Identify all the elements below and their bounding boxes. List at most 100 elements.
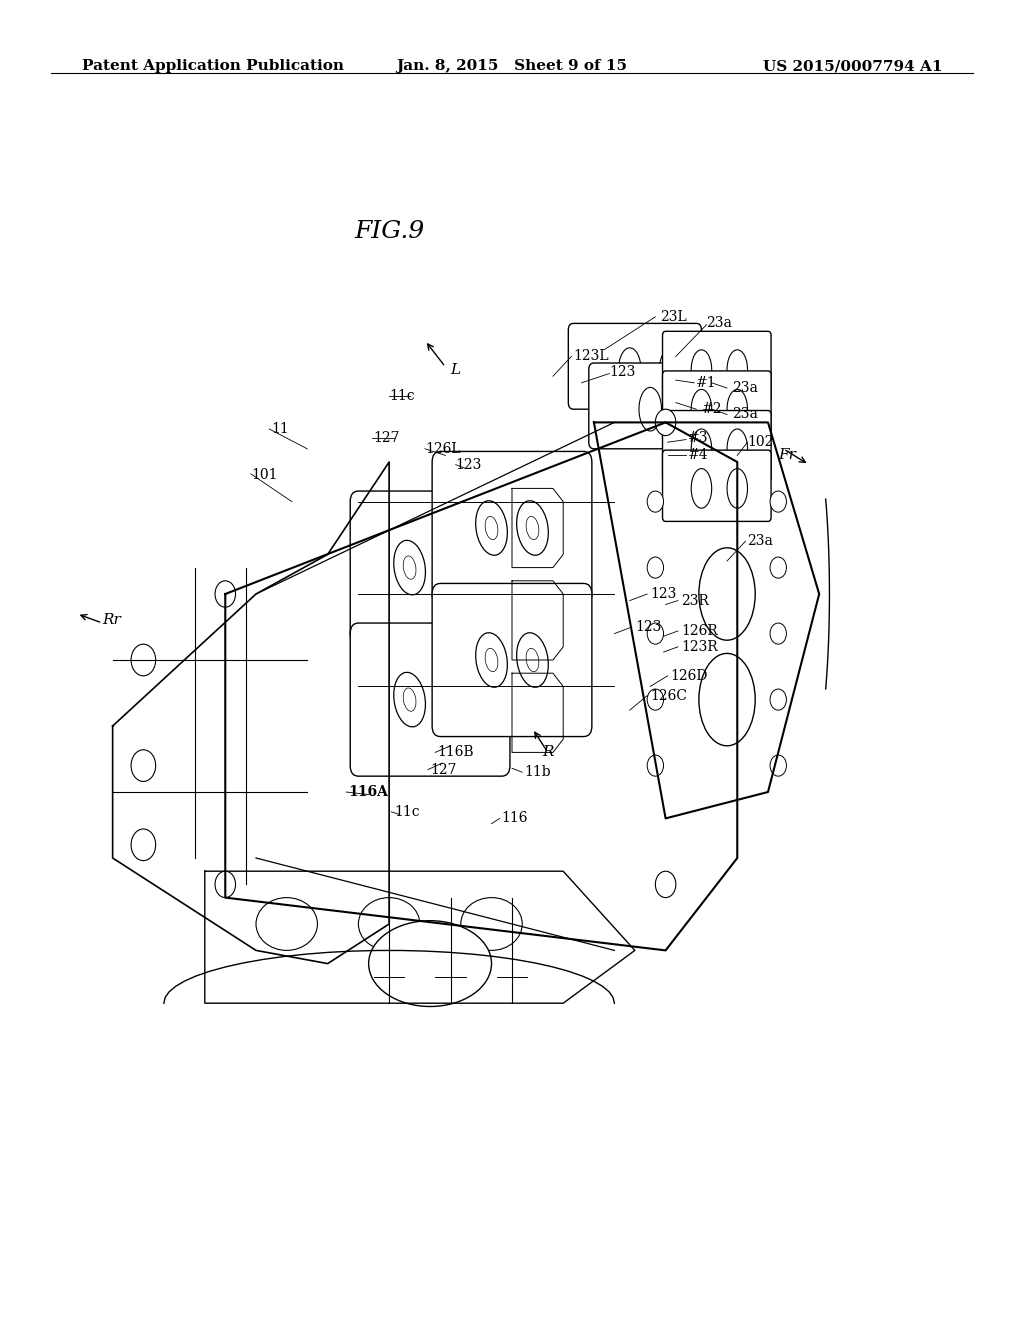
Ellipse shape	[639, 388, 662, 430]
Text: 101: 101	[251, 469, 278, 482]
Ellipse shape	[698, 653, 755, 746]
Circle shape	[647, 755, 664, 776]
Ellipse shape	[369, 921, 492, 1006]
Circle shape	[647, 623, 664, 644]
Text: 126C: 126C	[650, 689, 687, 702]
Text: 11c: 11c	[389, 389, 415, 403]
Text: 11c: 11c	[394, 805, 420, 818]
Circle shape	[131, 829, 156, 861]
Text: FIG.9: FIG.9	[354, 219, 424, 243]
Circle shape	[131, 644, 156, 676]
FancyBboxPatch shape	[663, 450, 771, 521]
Ellipse shape	[517, 632, 548, 688]
Text: 23a: 23a	[707, 317, 732, 330]
FancyBboxPatch shape	[432, 583, 592, 737]
Ellipse shape	[256, 898, 317, 950]
Text: 23a: 23a	[732, 408, 758, 421]
Ellipse shape	[444, 688, 457, 711]
FancyBboxPatch shape	[663, 371, 771, 442]
Circle shape	[770, 755, 786, 776]
FancyBboxPatch shape	[568, 323, 701, 409]
Text: #2: #2	[701, 403, 722, 416]
Text: 116: 116	[502, 812, 528, 825]
Text: Patent Application Publication: Patent Application Publication	[82, 59, 344, 74]
Circle shape	[655, 409, 676, 436]
Ellipse shape	[403, 688, 416, 711]
Ellipse shape	[476, 632, 507, 688]
Ellipse shape	[476, 500, 507, 556]
Text: L: L	[451, 363, 461, 376]
Ellipse shape	[358, 898, 420, 950]
Text: Fr: Fr	[778, 449, 796, 462]
Ellipse shape	[691, 389, 712, 429]
Text: 23R: 23R	[681, 594, 709, 607]
Ellipse shape	[698, 548, 755, 640]
FancyBboxPatch shape	[350, 491, 510, 644]
Ellipse shape	[691, 350, 712, 389]
Text: 123: 123	[456, 458, 482, 471]
FancyBboxPatch shape	[663, 411, 771, 482]
Ellipse shape	[444, 556, 457, 579]
Circle shape	[647, 689, 664, 710]
Ellipse shape	[394, 540, 425, 595]
Text: #1: #1	[696, 376, 717, 389]
FancyBboxPatch shape	[589, 363, 722, 449]
Ellipse shape	[461, 898, 522, 950]
Ellipse shape	[727, 389, 748, 429]
Text: 23L: 23L	[660, 310, 687, 323]
Ellipse shape	[394, 672, 425, 727]
Text: 11b: 11b	[524, 766, 551, 779]
Ellipse shape	[680, 388, 702, 430]
Text: 123: 123	[609, 366, 636, 379]
Ellipse shape	[691, 429, 712, 469]
Text: #3: #3	[688, 432, 709, 445]
Ellipse shape	[727, 350, 748, 389]
Text: 127: 127	[374, 432, 400, 445]
Ellipse shape	[403, 556, 416, 579]
Ellipse shape	[727, 429, 748, 469]
Text: R: R	[543, 746, 554, 759]
Ellipse shape	[691, 469, 712, 508]
Text: #4: #4	[688, 449, 709, 462]
Text: Jan. 8, 2015   Sheet 9 of 15: Jan. 8, 2015 Sheet 9 of 15	[396, 59, 628, 74]
Text: Rr: Rr	[102, 614, 121, 627]
Circle shape	[770, 491, 786, 512]
Ellipse shape	[517, 500, 548, 556]
Ellipse shape	[618, 348, 641, 391]
Circle shape	[770, 557, 786, 578]
Ellipse shape	[526, 516, 539, 540]
Ellipse shape	[485, 516, 498, 540]
Ellipse shape	[727, 469, 748, 508]
Circle shape	[131, 750, 156, 781]
Circle shape	[215, 871, 236, 898]
Text: 126L: 126L	[425, 442, 461, 455]
Text: 23a: 23a	[732, 381, 758, 395]
Text: 123L: 123L	[573, 350, 609, 363]
Text: 102: 102	[748, 436, 774, 449]
Ellipse shape	[435, 540, 466, 595]
Text: 123R: 123R	[681, 640, 718, 653]
Text: 127: 127	[430, 763, 457, 776]
Text: 116A: 116A	[348, 785, 388, 799]
Text: US 2015/0007794 A1: US 2015/0007794 A1	[763, 59, 942, 74]
Ellipse shape	[659, 348, 682, 391]
Circle shape	[770, 623, 786, 644]
Text: 126D: 126D	[671, 669, 708, 682]
FancyBboxPatch shape	[350, 623, 510, 776]
Ellipse shape	[485, 648, 498, 672]
Text: 123: 123	[650, 587, 677, 601]
Circle shape	[770, 689, 786, 710]
Ellipse shape	[435, 672, 466, 727]
FancyBboxPatch shape	[663, 331, 771, 403]
Ellipse shape	[526, 648, 539, 672]
Circle shape	[647, 557, 664, 578]
Text: 116B: 116B	[437, 746, 474, 759]
Circle shape	[647, 491, 664, 512]
Text: 23a: 23a	[748, 535, 773, 548]
Text: 126R: 126R	[681, 624, 718, 638]
Circle shape	[655, 871, 676, 898]
FancyBboxPatch shape	[432, 451, 592, 605]
Text: 123: 123	[635, 620, 662, 634]
Text: 11: 11	[271, 422, 289, 436]
Circle shape	[215, 581, 236, 607]
